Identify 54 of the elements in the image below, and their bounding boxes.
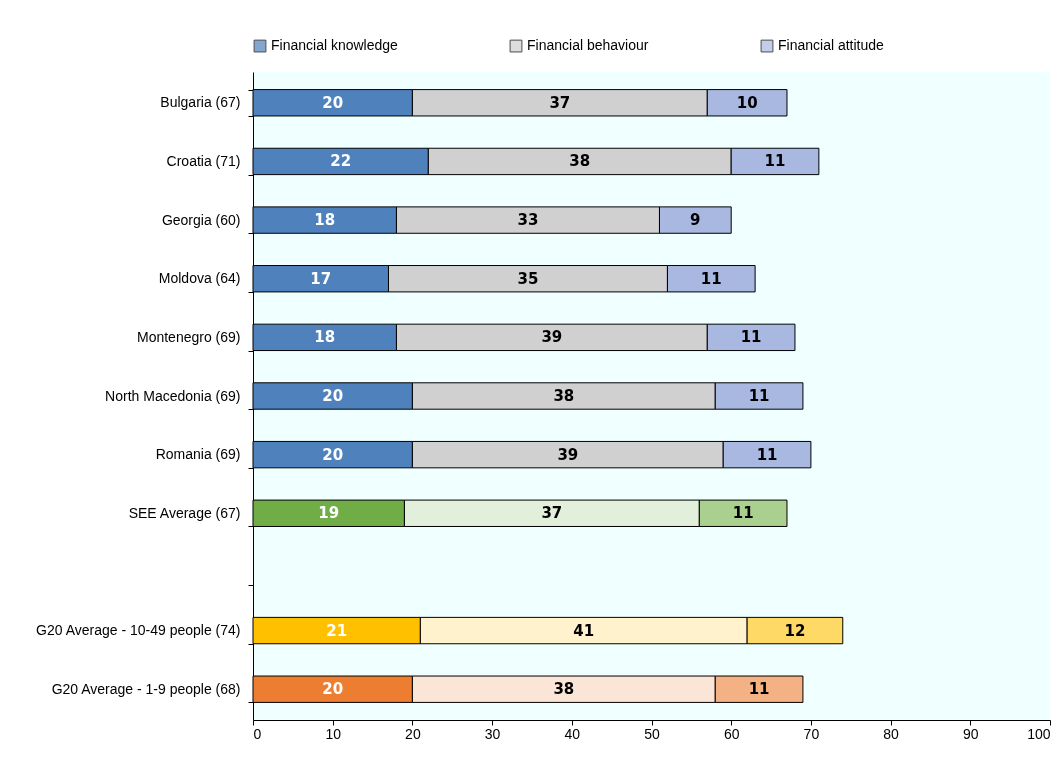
data-label: 20: [322, 680, 344, 699]
data-label: 21: [326, 621, 348, 640]
data-label: 20: [322, 445, 344, 464]
x-tick-label: 40: [564, 725, 581, 742]
legend-label: Financial knowledge: [271, 37, 399, 54]
x-tick-label: 90: [963, 725, 979, 742]
y-tick-label: Georgia (60): [161, 211, 241, 228]
data-label: 20: [322, 387, 344, 405]
x-tick-label: 70: [803, 725, 820, 742]
data-label: 35: [517, 269, 539, 288]
data-label: 11: [756, 445, 778, 464]
legend-label: Financial behaviour: [527, 37, 649, 54]
data-label: 19: [318, 504, 340, 523]
legend-label: Financial attitude: [778, 37, 885, 54]
y-tick-label: G20 Average - 1-9 people (68): [51, 680, 241, 697]
x-tick-label: 100: [1027, 725, 1051, 742]
data-label: 11: [748, 680, 770, 699]
data-label: 10: [736, 93, 758, 112]
data-label: 18: [314, 211, 336, 230]
data-label: 39: [541, 328, 563, 347]
y-tick-label: Montenegro (69): [136, 328, 241, 345]
y-tick-label: Romania (69): [155, 446, 241, 463]
y-tick-label: Croatia (71): [166, 152, 241, 169]
data-label: 41: [573, 621, 595, 640]
x-tick-label: 0: [253, 725, 262, 742]
y-tick-label: G20 Average - 10-49 people (74): [36, 622, 241, 639]
x-tick-label: 50: [644, 725, 660, 742]
data-label: 11: [748, 387, 770, 405]
x-tick-label: 80: [883, 725, 900, 742]
data-label: 38: [553, 387, 575, 405]
data-label: 17: [310, 269, 332, 288]
data-label: 20: [322, 93, 344, 112]
data-label: 22: [330, 152, 352, 171]
data-label: 37: [541, 504, 563, 523]
data-label: 9: [690, 211, 701, 230]
x-tick-label: 30: [484, 725, 501, 742]
data-label: 18: [314, 328, 336, 347]
data-label: 11: [764, 152, 786, 171]
y-tick-label: Moldova (64): [158, 270, 241, 287]
y-tick-label: SEE Average (67): [128, 504, 241, 521]
data-label: 38: [569, 152, 591, 171]
data-label: 11: [740, 328, 762, 347]
data-label: 11: [700, 269, 722, 288]
data-label: 11: [732, 504, 754, 523]
data-label: 33: [517, 211, 539, 230]
data-label: 37: [549, 93, 571, 112]
x-tick-label: 20: [405, 725, 421, 742]
data-label: 39: [557, 445, 579, 464]
x-tick-label: 10: [325, 725, 342, 742]
data-label: 38: [553, 680, 575, 699]
y-tick-label: Bulgaria (67): [160, 94, 241, 111]
x-tick-label: 60: [723, 725, 740, 742]
y-tick-label: North Macedonia (69): [105, 387, 241, 404]
data-label: 12: [784, 621, 806, 640]
